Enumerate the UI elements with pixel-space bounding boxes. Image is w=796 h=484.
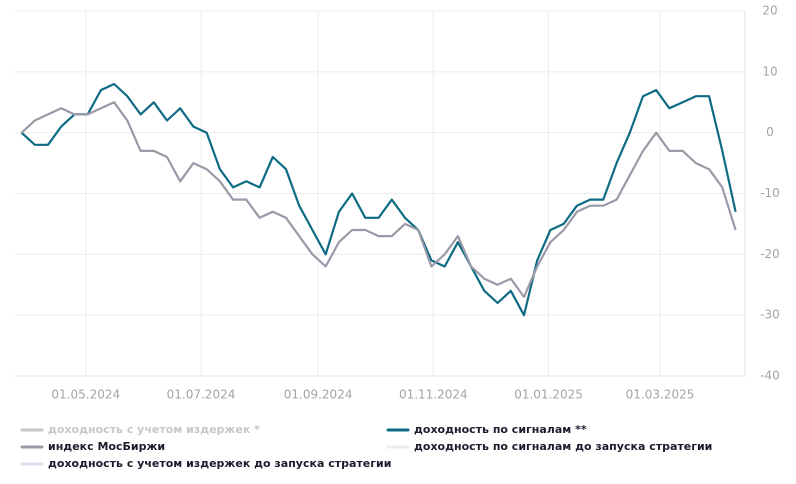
x-tick-label: 01.09.2024 [284, 388, 353, 402]
legend-label[interactable]: индекс МосБиржи [48, 440, 165, 453]
x-tick-label: 01.01.2025 [514, 388, 583, 402]
legend-label[interactable]: доходность с учетом издержек * [48, 423, 260, 436]
x-tick-label: 01.03.2025 [626, 388, 695, 402]
series-line [20, 101, 737, 298]
y-tick-label: -20 [760, 247, 780, 261]
y-tick-label: 10 [762, 64, 777, 78]
legend-label[interactable]: доходность по сигналам ** [414, 423, 587, 436]
legend-label[interactable]: доходность с учетом издержек до запуска … [48, 457, 391, 470]
y-tick-label: -10 [760, 186, 780, 200]
legend-label[interactable]: доходность по сигналам до запуска страте… [414, 440, 712, 453]
y-tick-label: 0 [766, 125, 774, 139]
x-tick-label: 01.05.2024 [51, 388, 120, 402]
x-tick-label: 01.07.2024 [167, 388, 236, 402]
y-tick-label: 20 [762, 4, 777, 18]
y-tick-label: -40 [760, 369, 780, 383]
series-line [20, 82, 737, 317]
y-tick-label: -30 [760, 308, 780, 322]
x-tick-label: 01.11.2024 [399, 388, 468, 402]
